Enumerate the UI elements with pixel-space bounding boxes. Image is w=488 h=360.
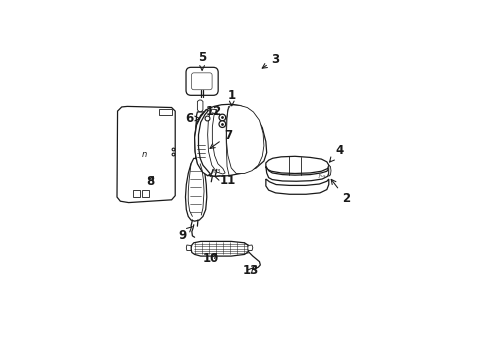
Text: 11: 11 xyxy=(214,174,236,187)
Text: 5: 5 xyxy=(198,50,206,70)
Text: 1: 1 xyxy=(227,89,235,106)
Text: 13: 13 xyxy=(242,264,258,277)
Text: 8: 8 xyxy=(146,175,155,188)
Polygon shape xyxy=(185,158,206,221)
Polygon shape xyxy=(117,107,175,203)
Text: 2: 2 xyxy=(330,179,349,206)
Circle shape xyxy=(219,114,225,121)
Text: n: n xyxy=(142,149,147,158)
Text: 3: 3 xyxy=(262,53,279,68)
FancyBboxPatch shape xyxy=(185,67,218,95)
Polygon shape xyxy=(142,190,148,197)
Polygon shape xyxy=(265,179,328,194)
Polygon shape xyxy=(265,167,328,181)
Polygon shape xyxy=(204,117,208,120)
Text: 12: 12 xyxy=(205,105,222,118)
Polygon shape xyxy=(195,140,206,161)
Text: 4: 4 xyxy=(329,144,343,162)
Polygon shape xyxy=(186,245,191,251)
Polygon shape xyxy=(247,245,252,251)
Polygon shape xyxy=(191,242,249,256)
Polygon shape xyxy=(197,100,203,112)
Polygon shape xyxy=(194,104,266,176)
Polygon shape xyxy=(133,190,140,197)
Polygon shape xyxy=(159,109,171,115)
Text: 6: 6 xyxy=(184,112,199,125)
Text: Jh,3: Jh,3 xyxy=(211,170,220,175)
Text: 9: 9 xyxy=(179,226,192,242)
Text: 10: 10 xyxy=(202,252,218,265)
Polygon shape xyxy=(226,105,264,174)
Text: Jh,s: Jh,s xyxy=(318,174,325,178)
Circle shape xyxy=(219,121,225,127)
Polygon shape xyxy=(196,112,208,144)
Text: 7: 7 xyxy=(209,129,232,148)
Polygon shape xyxy=(207,109,224,174)
Polygon shape xyxy=(265,156,328,174)
FancyBboxPatch shape xyxy=(191,73,212,90)
Polygon shape xyxy=(328,165,330,176)
Polygon shape xyxy=(194,110,210,176)
